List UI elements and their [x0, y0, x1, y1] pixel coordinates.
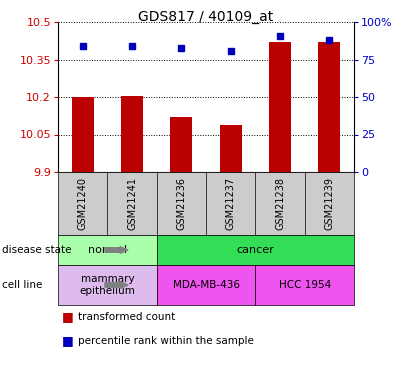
Bar — [121, 96, 143, 172]
Bar — [170, 117, 192, 172]
Text: normal: normal — [88, 245, 127, 255]
Text: percentile rank within the sample: percentile rank within the sample — [78, 336, 254, 346]
Bar — [269, 42, 291, 172]
Text: GSM21238: GSM21238 — [275, 177, 285, 230]
Text: transformed count: transformed count — [78, 312, 175, 322]
Text: disease state: disease state — [2, 245, 72, 255]
Text: GDS817 / 40109_at: GDS817 / 40109_at — [138, 10, 273, 24]
Text: GSM21237: GSM21237 — [226, 177, 236, 230]
Text: cancer: cancer — [236, 245, 274, 255]
Text: ■: ■ — [62, 334, 74, 347]
Text: GSM21239: GSM21239 — [324, 177, 334, 230]
Text: MDA-MB-436: MDA-MB-436 — [173, 280, 240, 290]
Text: ■: ■ — [62, 310, 74, 323]
Text: HCC 1954: HCC 1954 — [279, 280, 331, 290]
Bar — [219, 124, 242, 172]
Text: GSM21241: GSM21241 — [127, 177, 137, 230]
Bar — [318, 42, 340, 172]
Text: GSM21240: GSM21240 — [78, 177, 88, 230]
Text: mammary
epithelium: mammary epithelium — [79, 274, 135, 296]
Bar — [72, 97, 94, 172]
Text: cell line: cell line — [2, 280, 42, 290]
Text: GSM21236: GSM21236 — [176, 177, 186, 230]
